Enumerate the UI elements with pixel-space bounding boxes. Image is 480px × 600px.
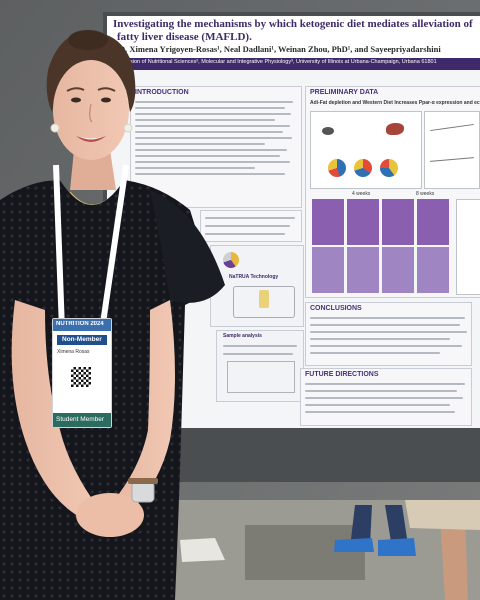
background-legs-right [440, 515, 468, 600]
preliminary-panel: PRELIMINARY DATA Adi-Fat depletion and W… [305, 86, 480, 298]
preliminary-title: PRELIMINARY DATA [310, 89, 379, 96]
mouse-icon [322, 127, 334, 135]
bar-graph-box [456, 199, 480, 295]
badge-qr-code [71, 367, 91, 387]
future-panel: FUTURE DIRECTIONS [300, 368, 472, 426]
sample-diagram [227, 361, 295, 393]
badge-ribbon: NUTRITION 2024 [53, 319, 111, 331]
intro-title: INTRODUCTION [135, 89, 189, 96]
badge-name: Ximena Rosas [57, 349, 90, 355]
pie-chart-2 [354, 159, 372, 177]
natrua-diagram [233, 286, 295, 318]
poster-title-line2: fatty liver disease (MAFLD). [117, 31, 252, 43]
poster-affiliation: ¹Division of Nutritional Sciences², Mole… [119, 59, 437, 65]
weeks-label-a: 4 weeks [352, 191, 371, 197]
poster-title-line1: Investigating the mechanisms by which ke… [113, 18, 473, 30]
preliminary-subtitle: Adi-Fat depletion and Western Diet Incre… [310, 100, 480, 106]
natrua-flask-icon [259, 290, 269, 308]
liver-icon [386, 123, 404, 135]
name-badge: NUTRITION 2024 Non-Member Ximena Rosas S… [52, 318, 112, 428]
line-graph-box [424, 111, 480, 189]
histology-grid [312, 199, 452, 245]
pie-chart-3 [380, 159, 398, 177]
poster-title-bar: Investigating the mechanisms by which ke… [107, 16, 480, 58]
weeks-label-b: 8 weeks [416, 191, 435, 197]
conclusions-panel: CONCLUSIONS [305, 302, 472, 366]
badge-footer-text: Student Member [56, 416, 105, 423]
natrua-pie-icon [223, 252, 239, 268]
future-title: FUTURE DIRECTIONS [305, 371, 379, 378]
intro-panel: INTRODUCTION [130, 86, 302, 208]
sample-panel: Sample analysis [216, 330, 304, 402]
histology-grid-2 [312, 247, 452, 293]
badge-tag-text: Non-Member [62, 336, 102, 343]
natrua-title: NaTRUA Technology [229, 274, 279, 280]
badge-tag: Non-Member [57, 335, 107, 345]
poster-authors: D. Ximena Yrigoyen-Rosas¹, Neal Dadlani¹… [119, 44, 441, 54]
background-person-shoes [334, 538, 416, 556]
natrua-panel: NaTRUA Technology [210, 245, 304, 327]
sample-title: Sample analysis [223, 333, 262, 339]
prelim-figure-box [310, 111, 422, 189]
intro-panel-2 [200, 210, 302, 242]
poster-affiliation-bar: ¹Division of Nutritional Sciences², Mole… [107, 58, 480, 70]
background-skirt [405, 500, 480, 530]
floor-grate [245, 525, 365, 580]
background-person-legs [350, 505, 408, 548]
badge-footer: Student Member [53, 413, 111, 427]
pie-chart-1 [328, 159, 346, 177]
conclusions-title: CONCLUSIONS [310, 305, 362, 312]
intro-text-lines [135, 101, 295, 179]
badge-ribbon-text: NUTRITION 2024 [56, 321, 104, 327]
